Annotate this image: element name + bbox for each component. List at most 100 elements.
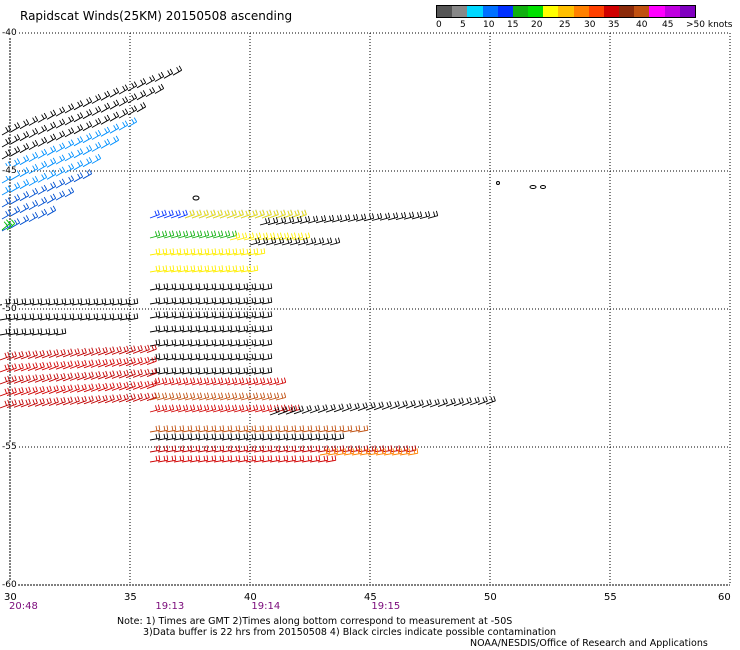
wind-barb bbox=[31, 328, 43, 336]
wind-barb bbox=[205, 392, 217, 401]
wind-barb bbox=[62, 360, 73, 370]
wind-barb bbox=[27, 386, 38, 396]
wind-barb bbox=[83, 383, 94, 393]
wind-barb bbox=[125, 381, 136, 391]
wind-barb bbox=[219, 248, 231, 256]
wind-barb bbox=[79, 313, 91, 321]
wind-barb bbox=[181, 283, 193, 291]
wind-barb bbox=[229, 445, 241, 453]
wind-barb bbox=[413, 399, 424, 409]
longitude-label: 40 bbox=[244, 592, 257, 603]
wind-barb bbox=[189, 433, 201, 441]
wind-barb bbox=[34, 385, 45, 395]
wind-barb bbox=[69, 360, 80, 369]
wind-barb bbox=[136, 90, 147, 101]
wind-barb bbox=[157, 425, 169, 433]
wind-barb bbox=[27, 350, 38, 360]
wind-barb bbox=[249, 237, 261, 246]
wind-barb bbox=[237, 425, 249, 433]
wind-barb bbox=[285, 425, 297, 433]
wind-barb bbox=[229, 325, 241, 333]
wind-barb bbox=[221, 311, 233, 319]
wind-barb bbox=[245, 455, 257, 463]
wind-barb bbox=[39, 298, 51, 306]
wind-barb bbox=[0, 387, 10, 397]
wind-barb bbox=[83, 371, 94, 381]
wind-barb bbox=[97, 382, 108, 392]
wind-barb bbox=[292, 232, 304, 241]
wind-barb bbox=[379, 212, 391, 221]
wind-barbs bbox=[0, 65, 496, 463]
wind-barb bbox=[293, 445, 305, 453]
wind-barb bbox=[355, 213, 367, 222]
wind-barb bbox=[165, 445, 177, 453]
wind-barb bbox=[125, 357, 136, 367]
wind-barb bbox=[181, 455, 193, 463]
wind-barb bbox=[156, 230, 168, 239]
wind-barb bbox=[149, 404, 161, 413]
wind-barb bbox=[313, 237, 325, 246]
legend-swatch bbox=[543, 6, 559, 17]
longitude-label: 35 bbox=[124, 592, 137, 603]
wind-barb bbox=[285, 445, 297, 453]
wind-barb bbox=[19, 119, 30, 130]
wind-barb bbox=[170, 248, 182, 256]
map-title: Rapidscat Winds(25KM) 20150508 ascending bbox=[20, 9, 293, 23]
wind-barb bbox=[205, 297, 217, 305]
wind-barb bbox=[221, 445, 233, 453]
wind-barb bbox=[28, 139, 39, 150]
legend-labels: 0 5 10 15 20 25 30 35 40 45 >50 knots bbox=[436, 18, 736, 30]
wind-barb bbox=[28, 187, 39, 198]
wind-barb bbox=[373, 401, 384, 411]
wind-barb bbox=[125, 369, 136, 379]
wind-barb bbox=[10, 194, 21, 205]
wind-barb bbox=[0, 399, 10, 409]
wind-barb bbox=[127, 105, 138, 116]
wind-barb bbox=[90, 359, 101, 368]
wind-barb bbox=[149, 392, 161, 401]
wind-barb bbox=[261, 367, 273, 375]
wind-barb bbox=[62, 348, 73, 358]
wind-barb bbox=[6, 219, 16, 231]
wind-barb bbox=[213, 367, 225, 375]
credit-line: NOAA/NESDIS/Office of Research and Appli… bbox=[470, 638, 708, 649]
wind-barb bbox=[55, 190, 66, 201]
wind-barb bbox=[173, 297, 185, 305]
wind-barb bbox=[198, 392, 210, 401]
wind-barb bbox=[247, 404, 259, 413]
wind-barb bbox=[237, 455, 249, 463]
wind-barb bbox=[157, 455, 169, 463]
wind-barb bbox=[219, 265, 231, 273]
wind-barb bbox=[226, 209, 237, 219]
wind-barb bbox=[55, 348, 66, 358]
wind-barb bbox=[156, 209, 167, 219]
wind-barb bbox=[91, 141, 102, 152]
wind-barb bbox=[191, 392, 203, 401]
wind-barb bbox=[163, 265, 175, 273]
wind-barb bbox=[237, 433, 249, 441]
wind-barb bbox=[39, 313, 51, 321]
wind-barb bbox=[253, 353, 265, 361]
legend-swatch bbox=[497, 6, 513, 17]
wind-barb bbox=[119, 298, 131, 306]
wind-barb bbox=[170, 209, 181, 219]
wind-barb bbox=[149, 265, 161, 273]
longitude-label: 30 bbox=[4, 592, 17, 603]
wind-barb bbox=[149, 209, 160, 219]
wind-barb bbox=[189, 445, 201, 453]
wind-barb bbox=[212, 248, 224, 256]
wind-barb bbox=[139, 368, 150, 378]
wind-barb bbox=[198, 377, 210, 386]
wind-barb bbox=[221, 455, 233, 463]
wind-barb bbox=[149, 353, 161, 361]
wind-barb bbox=[254, 377, 266, 386]
wind-barb bbox=[118, 393, 129, 403]
wind-barb bbox=[19, 215, 30, 226]
wind-barb bbox=[28, 175, 39, 186]
wind-barb bbox=[173, 445, 185, 453]
wind-barb bbox=[191, 404, 203, 413]
wind-barb bbox=[163, 404, 175, 413]
wind-barb bbox=[83, 347, 94, 357]
wind-barb bbox=[213, 311, 225, 319]
wind-barb bbox=[229, 311, 241, 319]
